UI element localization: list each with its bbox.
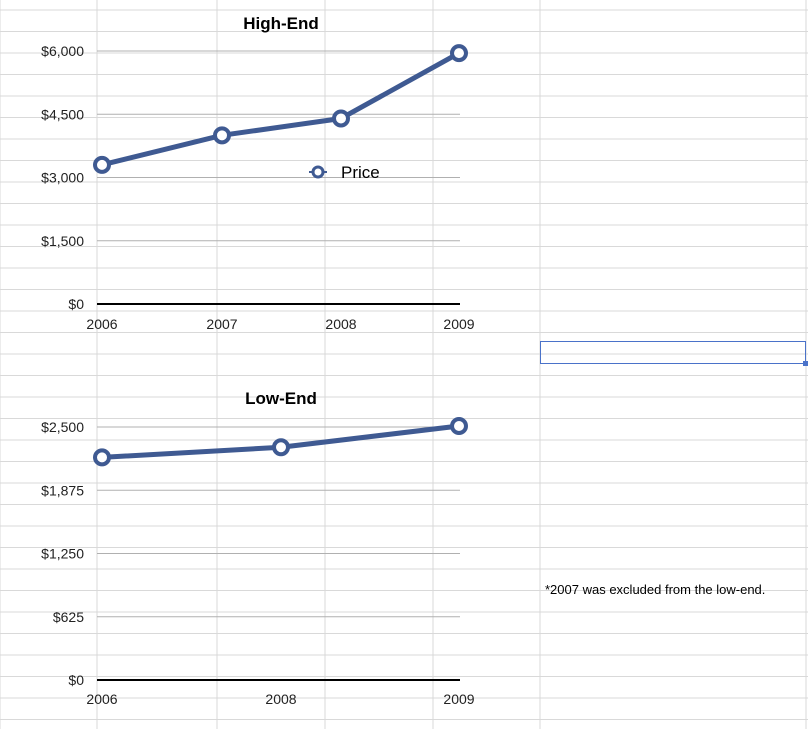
high-end-series <box>93 44 468 174</box>
high-end-legend: Price <box>309 163 380 182</box>
x-tick-label: 2006 <box>86 316 117 332</box>
legend-label-price: Price <box>341 163 380 182</box>
data-point-marker <box>93 448 111 467</box>
series-line-price <box>99 50 462 168</box>
data-point-marker <box>450 416 468 435</box>
low-end-y-ticks: $0 $625 $1,250 $1,875 $2,500 <box>41 419 460 688</box>
x-tick-label: 2009 <box>443 691 474 707</box>
y-tick-label: $2,500 <box>41 419 84 435</box>
y-tick-label: $0 <box>68 296 84 312</box>
data-point-marker <box>213 126 231 145</box>
high-end-y-ticks: $0 $1,500 $3,000 $4,500 $6,000 <box>41 43 460 312</box>
x-tick-label: 2006 <box>86 691 117 707</box>
data-point-marker <box>272 438 290 457</box>
y-tick-label: $1,500 <box>41 233 84 249</box>
y-tick-label: $1,250 <box>41 546 84 562</box>
low-end-chart[interactable]: Low-End $0 $625 $1,250 $1,875 $2,500 2006 200… <box>0 380 540 729</box>
x-tick-label: 2008 <box>265 691 296 707</box>
selected-cell[interactable] <box>540 341 806 364</box>
y-tick-label: $3,000 <box>41 170 84 186</box>
high-end-chart-title: High-End <box>243 14 319 33</box>
high-end-chart-svg: High-End $0 $1,500 $3,000 $4,500 $6,000 2006… <box>41 14 475 332</box>
x-tick-label: 2007 <box>206 316 237 332</box>
high-end-chart[interactable]: High-End $0 $1,500 $3,000 $4,500 $6,000 2006… <box>0 0 540 340</box>
legend-marker <box>311 165 325 179</box>
x-tick-label: 2009 <box>443 316 474 332</box>
y-tick-label: $625 <box>53 609 84 625</box>
footnote-cell: *2007 was excluded from the low-end. <box>545 582 766 597</box>
x-tick-label: 2008 <box>325 316 356 332</box>
low-end-chart-title: Low-End <box>245 389 317 408</box>
low-end-x-labels: 2006 2008 2009 <box>86 691 474 707</box>
fill-handle[interactable] <box>803 361 808 366</box>
low-end-series <box>93 416 468 467</box>
low-end-chart-svg: Low-End $0$625$1,250$1,875$2,500 2006 200… <box>41 389 475 707</box>
y-tick-label: $4,500 <box>41 106 84 122</box>
data-point-marker <box>93 155 111 174</box>
y-tick-label: $0 <box>68 672 84 688</box>
y-tick-label: $1,875 <box>41 482 84 498</box>
data-point-marker <box>450 44 468 63</box>
data-point-marker <box>332 109 350 128</box>
high-end-x-labels: 2006 2007 2008 2009 <box>86 316 474 332</box>
y-tick-label: $6,000 <box>41 43 84 59</box>
